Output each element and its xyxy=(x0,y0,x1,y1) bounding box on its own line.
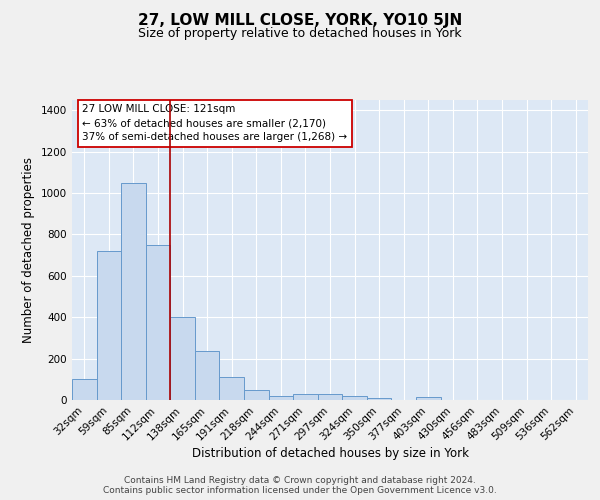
Bar xyxy=(244,390,269,400)
Bar xyxy=(195,352,220,400)
Bar xyxy=(121,183,146,400)
Y-axis label: Number of detached properties: Number of detached properties xyxy=(22,157,35,343)
Bar xyxy=(293,394,318,400)
Bar xyxy=(367,398,391,400)
Text: Contains HM Land Registry data © Crown copyright and database right 2024.
Contai: Contains HM Land Registry data © Crown c… xyxy=(103,476,497,495)
Bar xyxy=(170,317,195,400)
Bar xyxy=(269,396,293,400)
Bar xyxy=(97,251,121,400)
Text: 27 LOW MILL CLOSE: 121sqm
← 63% of detached houses are smaller (2,170)
37% of se: 27 LOW MILL CLOSE: 121sqm ← 63% of detac… xyxy=(82,104,347,142)
X-axis label: Distribution of detached houses by size in York: Distribution of detached houses by size … xyxy=(191,448,469,460)
Bar xyxy=(342,396,367,400)
Bar xyxy=(416,397,440,400)
Bar xyxy=(146,245,170,400)
Text: 27, LOW MILL CLOSE, YORK, YO10 5JN: 27, LOW MILL CLOSE, YORK, YO10 5JN xyxy=(138,12,462,28)
Text: Size of property relative to detached houses in York: Size of property relative to detached ho… xyxy=(138,28,462,40)
Bar xyxy=(220,377,244,400)
Bar xyxy=(318,394,342,400)
Bar xyxy=(72,380,97,400)
